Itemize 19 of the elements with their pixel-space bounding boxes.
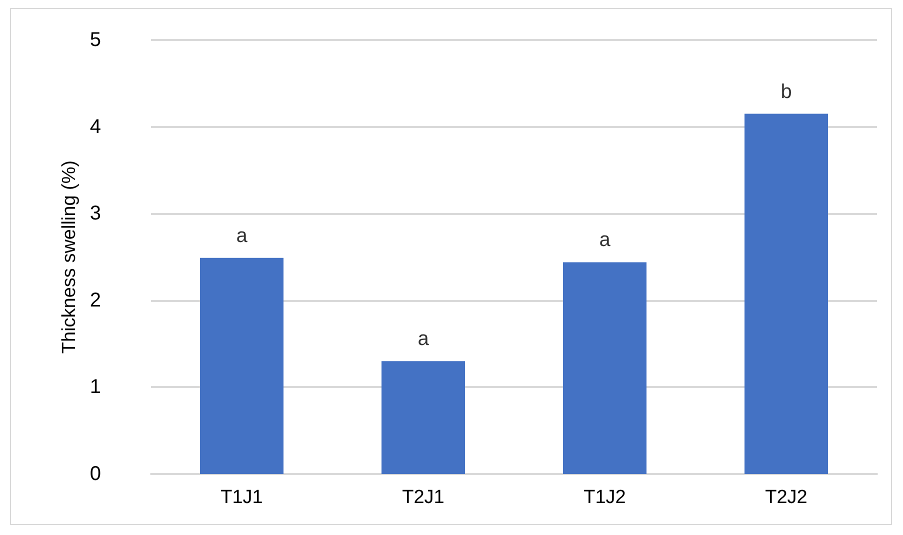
y-tick-label: 3 bbox=[90, 202, 101, 225]
x-tick-label: T2J2 bbox=[765, 487, 808, 508]
y-tick-label: 1 bbox=[90, 376, 101, 398]
bar bbox=[382, 361, 465, 474]
y-tick-label: 0 bbox=[90, 463, 101, 485]
bar bbox=[200, 258, 284, 474]
bar bbox=[563, 262, 646, 474]
y-tick-label: 4 bbox=[90, 116, 101, 138]
x-tick-label: T2J1 bbox=[402, 487, 444, 508]
annotation: a bbox=[236, 224, 248, 247]
annotation: a bbox=[418, 328, 430, 350]
annotation: b bbox=[780, 80, 792, 103]
bar bbox=[744, 114, 828, 474]
x-tick-label: T1J1 bbox=[220, 487, 263, 508]
y-tick-label: 5 bbox=[90, 29, 101, 51]
y-axis-title: Thickness swelling (%) bbox=[58, 160, 80, 354]
annotation: a bbox=[599, 229, 612, 252]
x-tick-label: T1J2 bbox=[584, 487, 626, 508]
y-tick-label: 2 bbox=[90, 289, 101, 312]
